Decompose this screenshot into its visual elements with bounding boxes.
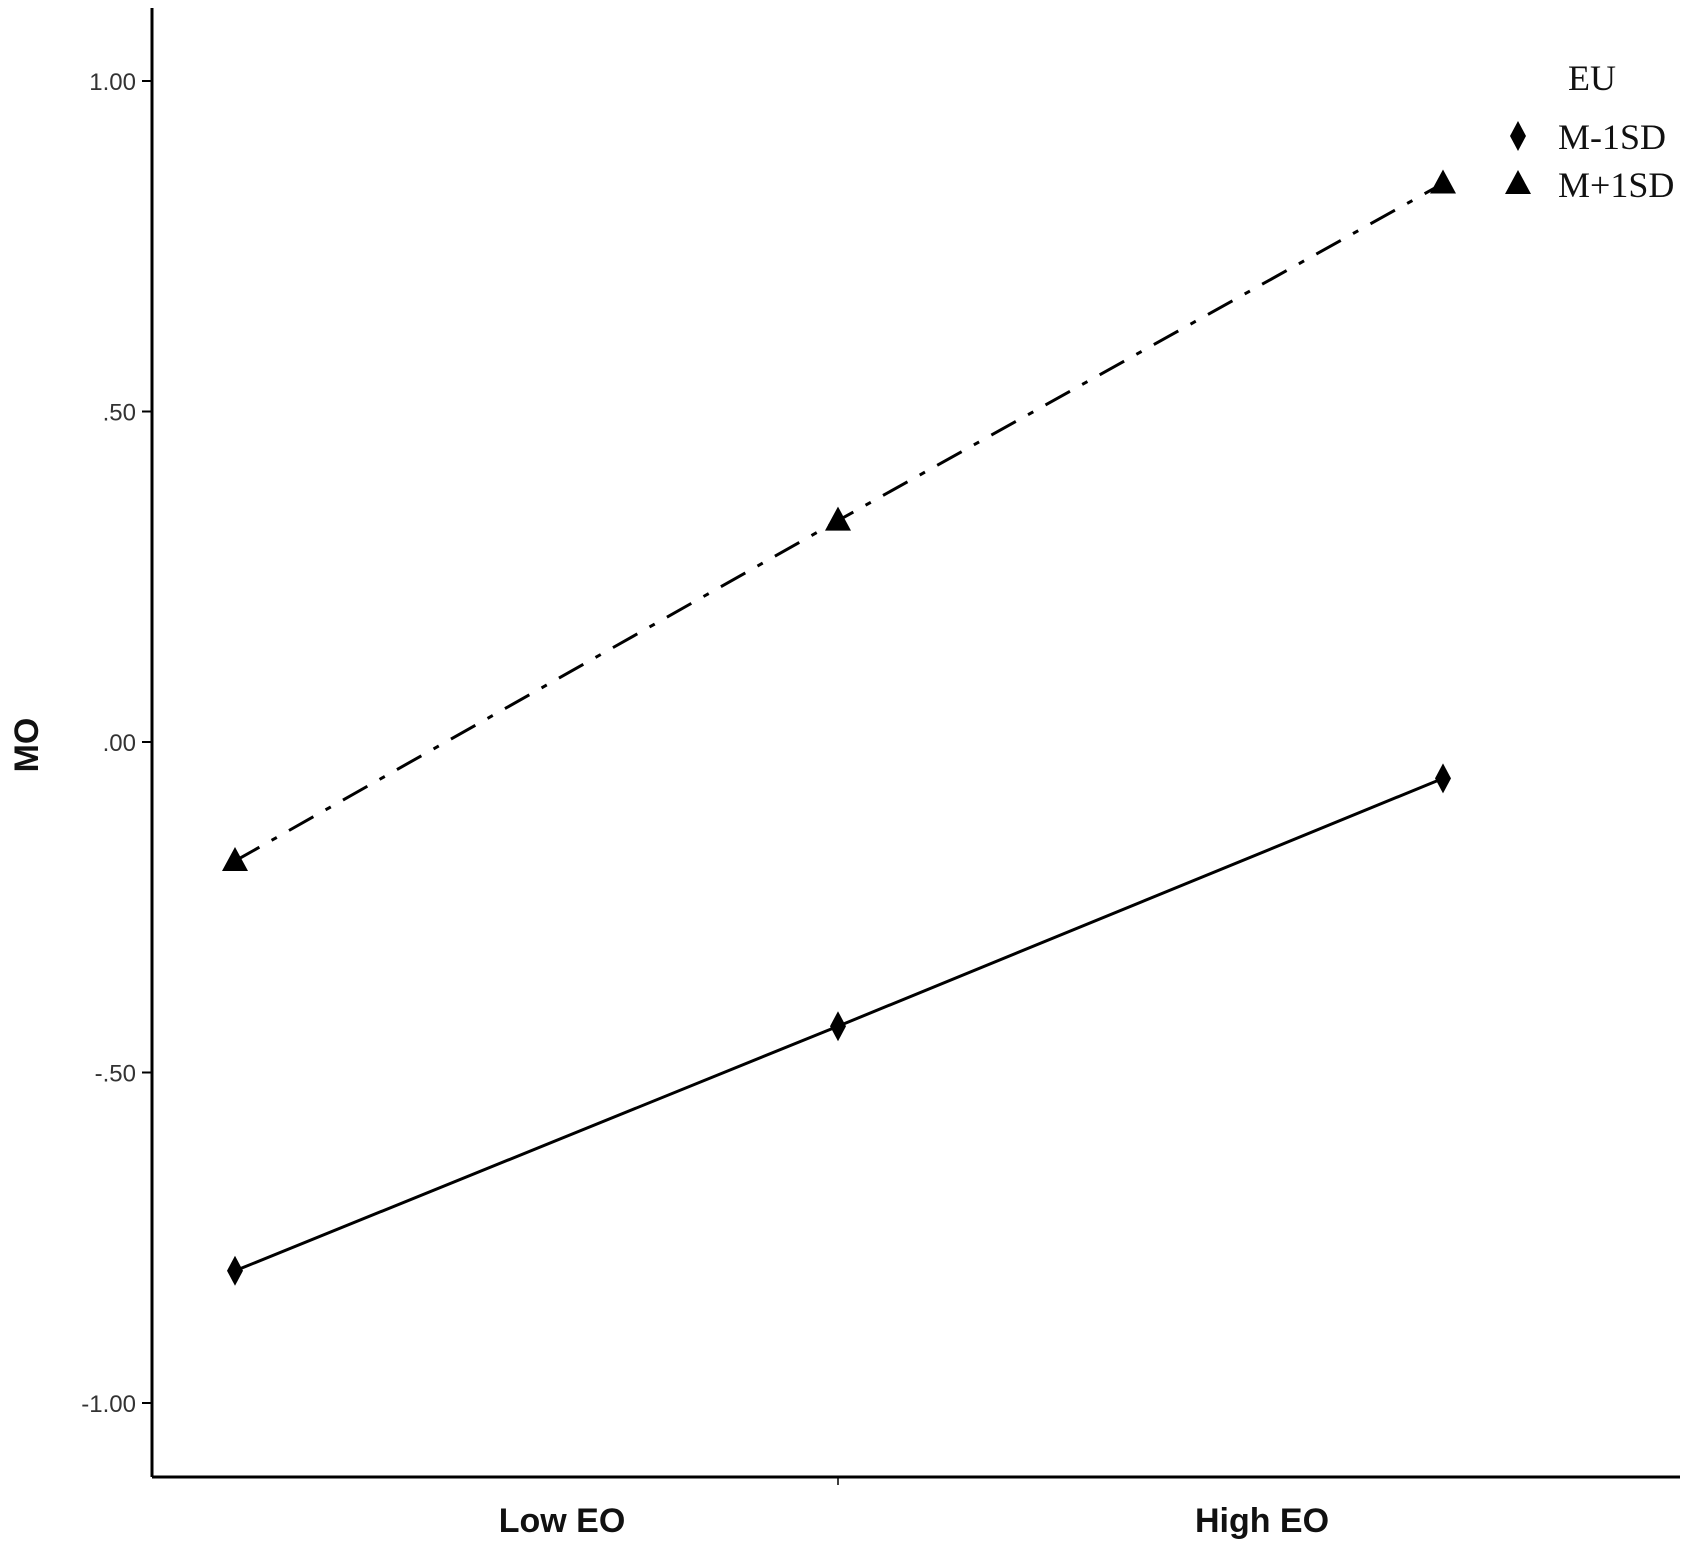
data-point <box>227 1255 243 1286</box>
data-point <box>830 1011 846 1042</box>
legend-entry: M-1SD <box>1558 117 1666 157</box>
legend-marker <box>1505 170 1531 194</box>
y-tick-label: -1.00 <box>81 1391 136 1418</box>
data-point <box>1435 763 1451 794</box>
y-tick-label: .50 <box>103 400 136 427</box>
data-point <box>1430 169 1456 194</box>
data-point <box>222 846 248 871</box>
legend-entry: M+1SD <box>1558 165 1674 205</box>
y-tick-label: 1.00 <box>89 69 136 96</box>
y-tick-label: -.50 <box>95 1061 136 1088</box>
axes <box>150 8 1680 1479</box>
legend: EU M-1SD M+1SD <box>1505 58 1674 205</box>
y-axis-ticks: 1.00 .50 .00 -.50 -1.00 <box>81 69 152 1418</box>
legend-title: EU <box>1568 58 1616 98</box>
y-axis-title: MO <box>8 718 46 773</box>
x-tick-label: High EO <box>1195 1502 1329 1540</box>
series-M-1SD <box>227 763 1451 1286</box>
series-layer <box>222 169 1456 1286</box>
y-tick-label: .00 <box>103 730 136 757</box>
series-M+1SD <box>222 169 1456 871</box>
data-point <box>825 506 851 531</box>
legend-marker <box>1510 121 1526 151</box>
x-tick-label: Low EO <box>499 1502 626 1540</box>
x-axis-ticks: Low EO High EO <box>499 1477 1329 1540</box>
